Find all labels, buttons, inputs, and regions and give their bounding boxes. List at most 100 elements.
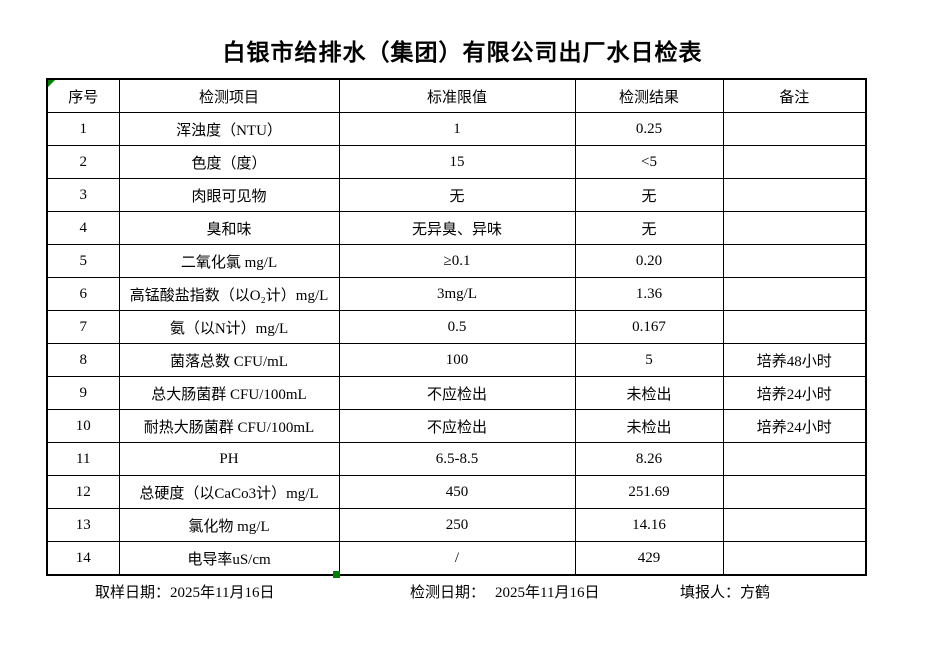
test-date: 检测日期： 2025年11月16日 [410,581,599,602]
sample-date-label: 取样日期： [95,585,171,601]
table-row: 4 臭和味 无异臭、异味无 [46,211,867,245]
table-cell[interactable]: 1 [46,112,120,146]
table-cell[interactable]: 3 [46,178,120,212]
table-cell[interactable]: 6.5-8.5 [338,442,576,476]
sample-date-value: 2025年11月16日 [170,585,275,601]
sample-date: 取样日期：2025年11月16日 [95,581,274,602]
table-cell[interactable]: 0.5 [338,310,576,344]
table-cell[interactable]: 培养24小时 [722,376,867,410]
table-cell[interactable]: 总硬度（以CaCo3计）mg/L [118,475,340,509]
table-cell[interactable]: 450 [338,475,576,509]
table-cell[interactable]: 高锰酸盐指数（以O₂计）mg/L [118,277,340,311]
table-cell[interactable]: 耐热大肠菌群 CFU/100mL [118,409,340,443]
inspection-table: 序号 检测项目 标准限值 检测结果 备注 1 浑浊度（NTU） 1 0.25 2 色度（度） 15 <… [46,78,867,576]
table-cell[interactable]: 无 [574,211,724,245]
table-cell[interactable]: <5 [574,145,724,179]
table-cell[interactable]: 1 [338,112,576,146]
table-header-row: 序号 检测项目 标准限值 检测结果 备注 [46,78,867,113]
column-header-2[interactable]: 标准限值 [338,78,576,113]
table-cell[interactable] [722,112,867,146]
column-header-3[interactable]: 检测结果 [574,78,724,113]
table-cell[interactable] [722,211,867,245]
table-cell[interactable]: 氯化物 mg/L [118,508,340,542]
column-header-0[interactable]: 序号 [46,78,120,113]
table-cell[interactable] [722,178,867,212]
table-row: 13 氯化物 mg/L 250 14.16 [46,508,867,542]
table-cell[interactable]: 电导率uS/cm [118,541,340,576]
table-cell[interactable]: 氨（以N计）mg/L [118,310,340,344]
table-cell[interactable]: 不应检出 [338,376,576,410]
table-row: 12 总硬度（以CaCo3计）mg/L 450 251.69 [46,475,867,509]
table-cell[interactable]: / [338,541,576,576]
table-cell[interactable] [722,541,867,576]
table-cell[interactable] [722,475,867,509]
table-cell[interactable]: PH [118,442,340,476]
table-cell[interactable]: ≥0.1 [338,244,576,278]
excel-fill-handle[interactable] [333,571,340,578]
table-cell[interactable] [722,244,867,278]
table-cell[interactable]: 0.167 [574,310,724,344]
table-cell[interactable]: 0.25 [574,112,724,146]
table-cell[interactable]: 8 [46,343,120,377]
table-cell[interactable]: 浑浊度（NTU） [118,112,340,146]
table-cell[interactable]: 无异臭、异味 [338,211,576,245]
table-row: 5 二氧化氯 mg/L ≥0.1 0.20 [46,244,867,278]
table-cell[interactable]: 13 [46,508,120,542]
table-cell[interactable]: 7 [46,310,120,344]
table-cell[interactable] [722,145,867,179]
table-cell[interactable]: 培养24小时 [722,409,867,443]
table-cell[interactable] [722,310,867,344]
table-cell[interactable]: 色度（度） [118,145,340,179]
table-row: 8 菌落总数 CFU/mL 100 5 培养48小时 [46,343,867,377]
table-row: 7 氨（以N计）mg/L 0.5 0.167 [46,310,867,344]
table-row: 10 耐热大肠菌群 CFU/100mL 不应检出 未检出 培养24小时 [46,409,867,443]
table-cell[interactable]: 3mg/L [338,277,576,311]
table-cell[interactable]: 2 [46,145,120,179]
table-cell[interactable]: 二氧化氯 mg/L [118,244,340,278]
test-date-label: 检测日期： [410,585,486,601]
table-cell[interactable] [722,277,867,311]
table-cell[interactable]: 总大肠菌群 CFU/100mL [118,376,340,410]
excel-error-indicator-icon [48,80,55,87]
table-cell[interactable]: 6 [46,277,120,311]
table-row: 9 总大肠菌群 CFU/100mL 不应检出 未检出 培养24小时 [46,376,867,410]
table-cell[interactable]: 不应检出 [338,409,576,443]
table-cell[interactable]: 251.69 [574,475,724,509]
table-cell[interactable]: 100 [338,343,576,377]
table-cell[interactable]: 5 [574,343,724,377]
table-cell[interactable]: 无 [338,178,576,212]
table-cell[interactable]: 菌落总数 CFU/mL [118,343,340,377]
table-cell[interactable]: 15 [338,145,576,179]
table-cell[interactable]: 14 [46,541,120,576]
table-cell[interactable]: 培养48小时 [722,343,867,377]
reporter-label: 填报人： [680,585,741,601]
table-cell[interactable]: 未检出 [574,409,724,443]
page-title: 白银市给排水（集团）有限公司出厂水日检表 [222,40,703,65]
table-row: 6 高锰酸盐指数（以O₂计）mg/L 3mg/L 1.36 [46,277,867,311]
table-cell[interactable]: 429 [574,541,724,576]
table-cell[interactable]: 5 [46,244,120,278]
table-cell[interactable]: 11 [46,442,120,476]
table-cell[interactable]: 14.16 [574,508,724,542]
table-cell[interactable]: 无 [574,178,724,212]
table-cell[interactable]: 8.26 [574,442,724,476]
column-header-4[interactable]: 备注 [722,78,867,113]
table-row: 2 色度（度） 15 <5 [46,145,867,179]
table-row: 14 电导率uS/cm/429 [46,541,867,576]
table-cell[interactable]: 1.36 [574,277,724,311]
column-header-1[interactable]: 检测项目 [118,78,340,113]
table-cell[interactable]: 10 [46,409,120,443]
table-cell[interactable]: 未检出 [574,376,724,410]
test-date-value: 2025年11月16日 [495,585,600,601]
table-cell[interactable]: 9 [46,376,120,410]
table-cell[interactable]: 臭和味 [118,211,340,245]
table-cell[interactable]: 肉眼可见物 [118,178,340,212]
table-cell[interactable]: 4 [46,211,120,245]
table-cell[interactable] [722,442,867,476]
table-cell[interactable]: 0.20 [574,244,724,278]
table-row: 11 PH 6.5-8.5 8.26 [46,442,867,476]
table-cell[interactable]: 250 [338,508,576,542]
table-cell[interactable]: 12 [46,475,120,509]
table-cell[interactable] [722,508,867,542]
